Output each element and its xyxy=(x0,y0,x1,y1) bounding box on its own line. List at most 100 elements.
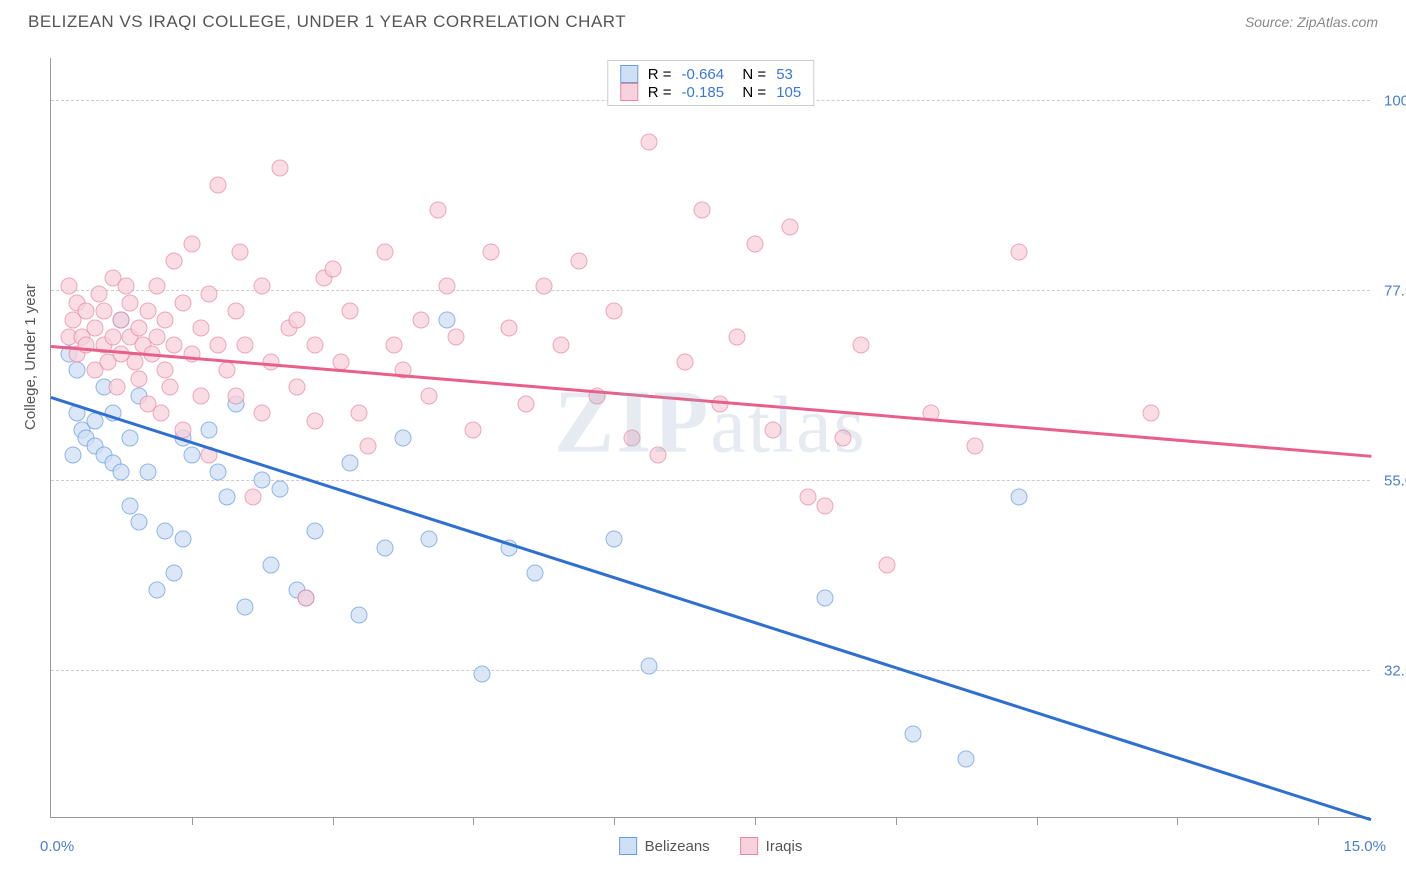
data-point xyxy=(747,235,764,252)
data-point xyxy=(166,565,183,582)
data-point xyxy=(157,362,174,379)
data-point xyxy=(835,430,852,447)
data-point xyxy=(307,337,324,354)
data-point xyxy=(1011,244,1028,261)
data-point xyxy=(764,421,781,438)
data-point xyxy=(817,497,834,514)
data-point xyxy=(447,328,464,345)
legend-row-iraqis: R = -0.185 N = 105 xyxy=(620,83,801,101)
data-point xyxy=(122,294,139,311)
y-tick-label: 32.5% xyxy=(1374,663,1406,680)
chart-header: BELIZEAN VS IRAQI COLLEGE, UNDER 1 YEAR … xyxy=(0,0,1406,38)
data-point xyxy=(271,159,288,176)
data-point xyxy=(359,438,376,455)
data-point xyxy=(729,328,746,345)
data-point xyxy=(324,261,341,278)
data-point xyxy=(78,337,95,354)
data-point xyxy=(192,387,209,404)
data-point xyxy=(342,303,359,320)
data-point xyxy=(109,379,126,396)
data-point xyxy=(271,480,288,497)
data-point xyxy=(87,320,104,337)
data-point xyxy=(386,337,403,354)
data-point xyxy=(122,430,139,447)
data-point xyxy=(122,497,139,514)
data-point xyxy=(298,590,315,607)
data-point xyxy=(157,522,174,539)
x-axis-max-label: 15.0% xyxy=(1343,838,1386,855)
data-point xyxy=(377,539,394,556)
swatch-belizeans-bottom xyxy=(619,837,637,855)
x-axis-min-label: 0.0% xyxy=(40,838,74,855)
y-tick-label: 55.0% xyxy=(1374,473,1406,490)
data-point xyxy=(395,430,412,447)
plot-area: ZIPatlas R = -0.664 N = 53 R = -0.185 N … xyxy=(50,58,1370,818)
data-point xyxy=(183,235,200,252)
gridline: 77.5% xyxy=(51,290,1370,291)
data-point xyxy=(65,446,82,463)
data-point xyxy=(967,438,984,455)
data-point xyxy=(641,658,658,675)
data-point xyxy=(606,303,623,320)
data-point xyxy=(227,303,244,320)
x-tick xyxy=(1318,817,1319,825)
data-point xyxy=(148,328,165,345)
data-point xyxy=(852,337,869,354)
data-point xyxy=(236,598,253,615)
data-point xyxy=(817,590,834,607)
swatch-iraqis xyxy=(620,83,638,101)
data-point xyxy=(500,320,517,337)
data-point xyxy=(201,421,218,438)
data-point xyxy=(465,421,482,438)
data-point xyxy=(175,294,192,311)
data-point xyxy=(676,354,693,371)
data-point xyxy=(535,278,552,295)
data-point xyxy=(254,278,271,295)
x-tick xyxy=(614,817,615,825)
data-point xyxy=(307,413,324,430)
x-tick xyxy=(1037,817,1038,825)
y-tick-label: 100.0% xyxy=(1374,93,1406,110)
data-point xyxy=(571,252,588,269)
data-point xyxy=(1011,489,1028,506)
data-point xyxy=(641,134,658,151)
data-point xyxy=(518,396,535,413)
data-point xyxy=(60,278,77,295)
data-point xyxy=(412,311,429,328)
data-point xyxy=(439,278,456,295)
data-point xyxy=(799,489,816,506)
x-tick xyxy=(473,817,474,825)
gridline: 55.0% xyxy=(51,480,1370,481)
data-point xyxy=(69,362,86,379)
data-point xyxy=(439,311,456,328)
data-point xyxy=(153,404,170,421)
data-point xyxy=(227,387,244,404)
series-legend: Belizeans Iraqis xyxy=(619,837,803,855)
data-point xyxy=(210,176,227,193)
data-point xyxy=(254,472,271,489)
data-point xyxy=(254,404,271,421)
data-point xyxy=(351,607,368,624)
data-point xyxy=(377,244,394,261)
data-point xyxy=(78,303,95,320)
data-point xyxy=(161,379,178,396)
data-point xyxy=(958,750,975,767)
data-point xyxy=(474,666,491,683)
data-point xyxy=(289,311,306,328)
swatch-iraqis-bottom xyxy=(740,837,758,855)
y-tick-label: 77.5% xyxy=(1374,283,1406,300)
data-point xyxy=(905,725,922,742)
data-point xyxy=(131,514,148,531)
regression-line xyxy=(51,345,1371,457)
data-point xyxy=(245,489,262,506)
data-point xyxy=(113,311,130,328)
legend-item-iraqis: Iraqis xyxy=(740,837,803,855)
data-point xyxy=(553,337,570,354)
data-point xyxy=(1143,404,1160,421)
gridline: 32.5% xyxy=(51,670,1370,671)
chart-title: BELIZEAN VS IRAQI COLLEGE, UNDER 1 YEAR … xyxy=(28,12,626,32)
data-point xyxy=(430,202,447,219)
data-point xyxy=(650,446,667,463)
data-point xyxy=(711,396,728,413)
data-point xyxy=(210,463,227,480)
